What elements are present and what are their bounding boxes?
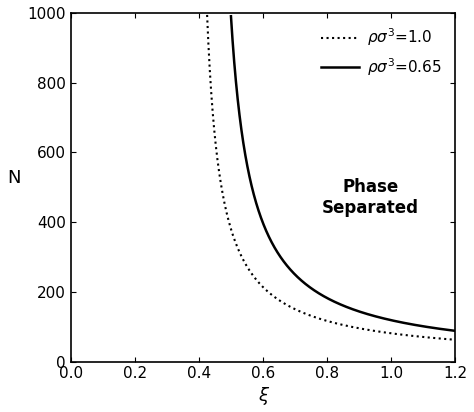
Line: $\rho\sigma^3$=1.0: $\rho\sigma^3$=1.0: [207, 15, 455, 340]
$\rho\sigma^3$=0.65: [446, 328, 451, 332]
$\rho\sigma^3$=0.65: [331, 299, 337, 304]
Text: Phase
Separated: Phase Separated: [322, 178, 419, 217]
$\rho\sigma^3$=0.65: [404, 321, 410, 326]
$\rho\sigma^3$=0.65: [337, 302, 343, 307]
$\rho\sigma^3$=1.0: [204, 12, 210, 17]
Legend: $\rho\sigma^3$=1.0, $\rho\sigma^3$=0.65: $\rho\sigma^3$=1.0, $\rho\sigma^3$=0.65: [315, 21, 447, 84]
$\rho\sigma^3$=1.0: [419, 335, 425, 339]
$\rho\sigma^3$=1.0: [452, 337, 458, 342]
$\rho\sigma^3$=1.0: [229, 229, 235, 234]
$\rho\sigma^3$=1.0: [271, 294, 277, 299]
$\rho\sigma^3$=1.0: [311, 314, 317, 319]
$\rho\sigma^3$=1.0: [405, 333, 410, 338]
Line: $\rho\sigma^3$=0.65: $\rho\sigma^3$=0.65: [231, 16, 455, 331]
$\rho\sigma^3$=1.0: [358, 326, 364, 331]
$\rho\sigma^3$=0.65: [228, 14, 234, 19]
$\rho\sigma^3$=0.65: [452, 328, 458, 333]
$\rho\sigma^3$=0.65: [239, 134, 245, 139]
$\rho\sigma^3$=0.65: [446, 328, 451, 332]
X-axis label: ξ: ξ: [258, 387, 268, 405]
Y-axis label: N: N: [7, 169, 20, 187]
